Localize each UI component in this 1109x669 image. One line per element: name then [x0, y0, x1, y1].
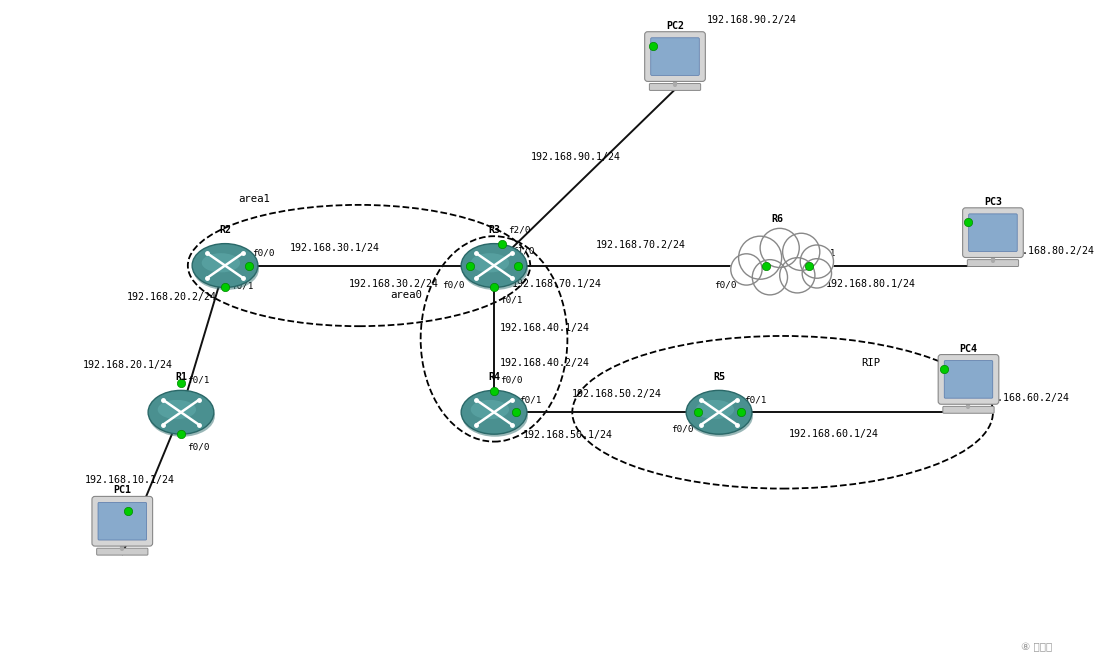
Text: 192.168.40.2/24: 192.168.40.2/24: [500, 359, 590, 369]
Text: 192.168.70.2/24: 192.168.70.2/24: [596, 240, 685, 250]
Text: f1/0: f1/0: [511, 247, 535, 256]
FancyBboxPatch shape: [967, 260, 1018, 266]
Text: f0/1: f0/1: [744, 395, 767, 405]
Circle shape: [783, 233, 820, 270]
FancyBboxPatch shape: [96, 548, 147, 555]
Text: f0/0: f0/0: [500, 376, 522, 385]
Text: f0/0: f0/0: [671, 425, 693, 434]
Ellipse shape: [202, 253, 240, 272]
Text: R3: R3: [488, 225, 500, 235]
Ellipse shape: [470, 400, 509, 419]
Circle shape: [752, 260, 787, 295]
FancyBboxPatch shape: [943, 406, 994, 413]
Ellipse shape: [688, 395, 753, 437]
FancyBboxPatch shape: [963, 208, 1024, 258]
Text: area0: area0: [390, 290, 421, 300]
Circle shape: [739, 236, 782, 279]
Ellipse shape: [157, 400, 196, 419]
Text: f0/1: f0/1: [231, 281, 253, 290]
Circle shape: [780, 258, 815, 293]
Text: f2/0: f2/0: [508, 225, 530, 234]
Text: RIP: RIP: [861, 359, 881, 369]
FancyBboxPatch shape: [92, 496, 153, 546]
Text: e0: e0: [968, 225, 979, 234]
Ellipse shape: [686, 390, 752, 434]
Ellipse shape: [462, 395, 528, 437]
FancyBboxPatch shape: [644, 31, 705, 82]
Text: 192.168.40.1/24: 192.168.40.1/24: [500, 323, 590, 333]
FancyBboxPatch shape: [968, 214, 1017, 252]
Text: f0/0: f0/0: [714, 280, 736, 289]
Text: 192.168.60.2/24: 192.168.60.2/24: [980, 393, 1070, 403]
Circle shape: [802, 259, 832, 288]
Text: R5: R5: [713, 372, 725, 382]
Ellipse shape: [149, 390, 214, 434]
Ellipse shape: [192, 244, 258, 288]
Ellipse shape: [149, 395, 215, 437]
Text: f0/1: f0/1: [519, 395, 542, 405]
Ellipse shape: [695, 400, 734, 419]
FancyBboxPatch shape: [650, 84, 701, 90]
Text: f0/1: f0/1: [186, 376, 210, 385]
Text: PC4: PC4: [959, 344, 977, 354]
Text: e0: e0: [947, 372, 958, 381]
Ellipse shape: [461, 390, 527, 434]
Text: R1: R1: [175, 372, 187, 382]
Text: PC1: PC1: [113, 486, 131, 496]
Text: 192.168.30.2/24: 192.168.30.2/24: [348, 279, 439, 289]
Text: 192.168.20.1/24: 192.168.20.1/24: [83, 360, 173, 370]
Text: f0/1: f0/1: [813, 249, 835, 258]
Circle shape: [760, 228, 800, 268]
Ellipse shape: [193, 249, 258, 290]
Text: e0: e0: [132, 514, 143, 523]
Text: R4: R4: [488, 372, 500, 382]
Text: 192.168.90.2/24: 192.168.90.2/24: [706, 15, 796, 25]
Circle shape: [731, 254, 762, 285]
FancyBboxPatch shape: [98, 502, 146, 540]
Text: PC3: PC3: [984, 197, 1001, 207]
Text: 192.168.50.1/24: 192.168.50.1/24: [522, 429, 612, 440]
Text: 192.168.50.2/24: 192.168.50.2/24: [571, 389, 661, 399]
Text: R6: R6: [772, 215, 784, 224]
FancyBboxPatch shape: [938, 355, 999, 404]
Text: R2: R2: [218, 225, 231, 235]
FancyBboxPatch shape: [944, 361, 993, 398]
Text: e0: e0: [652, 50, 663, 58]
Text: 192.168.80.2/24: 192.168.80.2/24: [1005, 246, 1095, 256]
Text: 192.168.30.1/24: 192.168.30.1/24: [291, 243, 380, 253]
Ellipse shape: [470, 253, 509, 272]
Text: PC2: PC2: [667, 21, 684, 31]
Text: 192.168.10.1/24: 192.168.10.1/24: [85, 475, 175, 485]
Text: f0/1: f0/1: [500, 296, 522, 304]
Text: f0/0: f0/0: [442, 280, 465, 289]
Text: 192.168.20.2/24: 192.168.20.2/24: [128, 292, 217, 302]
Text: 192.168.70.1/24: 192.168.70.1/24: [511, 279, 602, 289]
Text: 192.168.60.1/24: 192.168.60.1/24: [788, 429, 879, 439]
Text: 192.168.80.1/24: 192.168.80.1/24: [826, 279, 916, 289]
Ellipse shape: [461, 244, 527, 288]
Text: ⑧ 亿速云: ⑧ 亿速云: [1021, 642, 1052, 652]
Circle shape: [801, 245, 834, 278]
FancyBboxPatch shape: [651, 37, 700, 76]
Text: area1: area1: [238, 194, 271, 204]
Ellipse shape: [462, 249, 528, 290]
Text: f0/0: f0/0: [186, 442, 210, 452]
Text: f0/0: f0/0: [253, 249, 275, 258]
Text: 192.168.90.1/24: 192.168.90.1/24: [531, 152, 621, 162]
